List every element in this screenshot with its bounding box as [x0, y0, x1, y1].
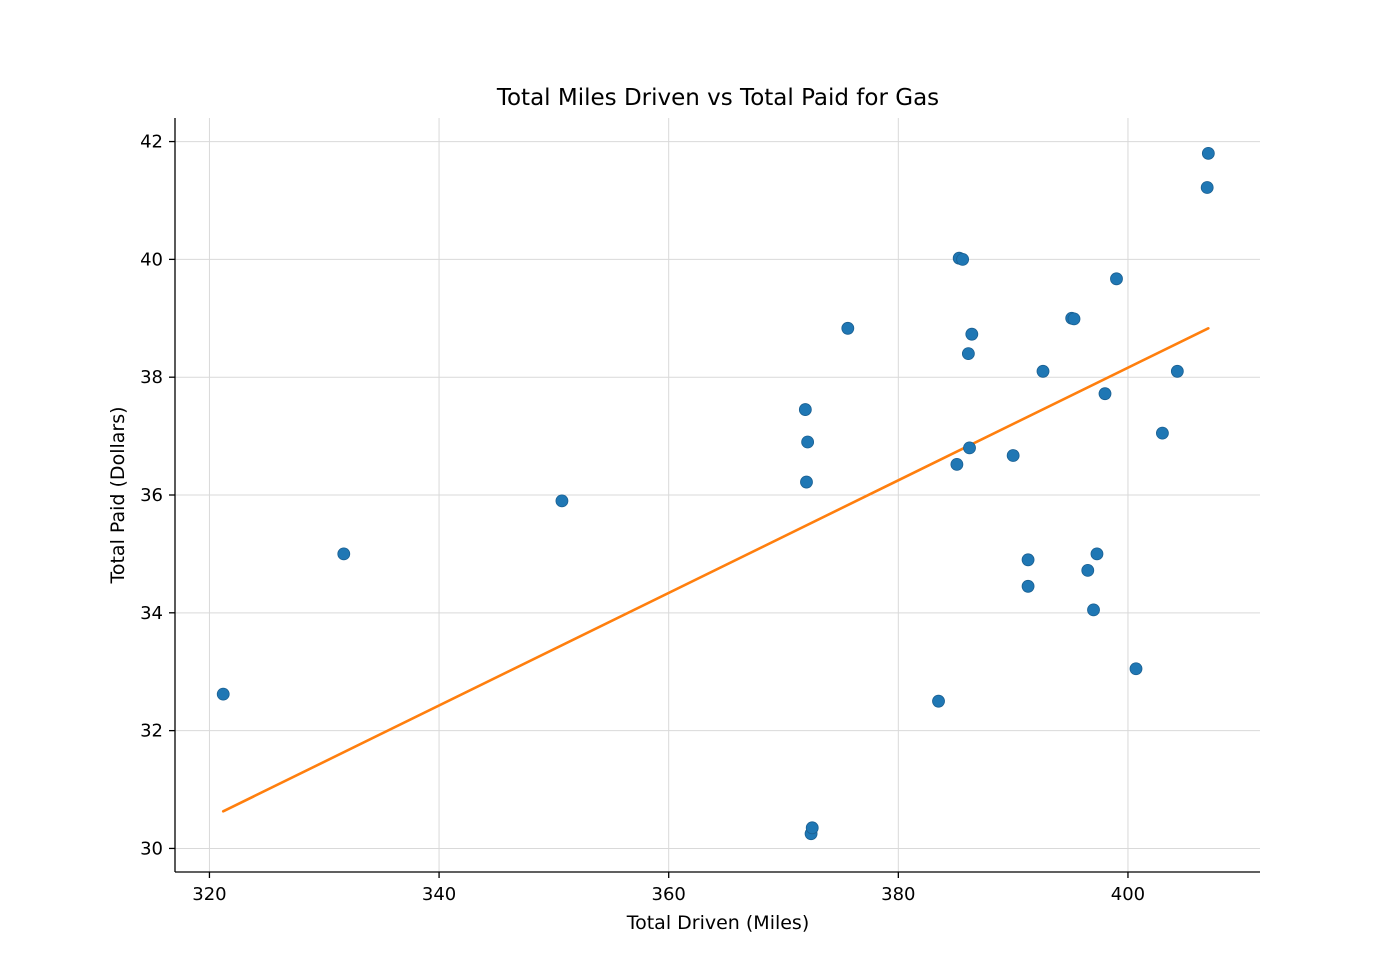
- data-point: [956, 252, 970, 266]
- data-point: [801, 435, 815, 449]
- data-point: [1006, 449, 1020, 462]
- axes: 320 340 360 380 400 30 32 34 36 38 40 42: [140, 118, 1260, 905]
- y-tick-label: 34: [140, 603, 163, 624]
- data-point: [798, 403, 812, 416]
- data-point: [1087, 603, 1100, 617]
- y-tick-label: 36: [140, 485, 163, 506]
- data-point: [1036, 364, 1050, 378]
- data-point: [800, 475, 813, 489]
- data-point: [1021, 553, 1035, 567]
- data-point: [932, 694, 945, 708]
- data-point: [1081, 564, 1095, 577]
- x-tick-label: 340: [422, 884, 456, 905]
- x-axis-label: Total Driven (Miles): [626, 912, 810, 934]
- data-point: [1098, 387, 1112, 401]
- chart-title: Total Miles Driven vs Total Paid for Gas: [496, 85, 939, 111]
- data-point: [337, 547, 351, 561]
- trend-line-layer: [221, 326, 1210, 813]
- x-tick-label: 360: [652, 884, 686, 905]
- data-point: [1110, 272, 1123, 286]
- data-point: [1200, 181, 1214, 194]
- data-point: [1021, 579, 1035, 593]
- y-tick-label: 40: [140, 249, 163, 270]
- y-tick-label: 32: [140, 721, 163, 742]
- data-point: [965, 327, 979, 341]
- x-tick-label: 320: [192, 884, 226, 905]
- trend-line: [221, 326, 1210, 813]
- data-point: [841, 321, 855, 335]
- data-point: [1170, 364, 1184, 378]
- data-point: [961, 347, 975, 361]
- data-point: [950, 457, 964, 471]
- data-point: [963, 441, 976, 455]
- x-tick-label: 400: [1111, 884, 1145, 905]
- data-point: [555, 494, 569, 508]
- y-tick-label: 42: [140, 132, 163, 153]
- data-point: [1129, 662, 1143, 676]
- data-point: [1201, 146, 1215, 160]
- grid: [175, 118, 1260, 872]
- data-point: [1090, 547, 1104, 561]
- data-point: [1156, 426, 1169, 440]
- x-tick-label: 380: [881, 884, 915, 905]
- y-tick-label: 30: [140, 838, 163, 859]
- y-tick-label: 38: [140, 367, 163, 388]
- data-points: [216, 146, 1215, 841]
- data-point: [216, 687, 230, 701]
- data-point: [805, 821, 819, 835]
- y-axis-label: Total Paid (Dollars): [107, 406, 129, 584]
- data-point: [1067, 312, 1081, 326]
